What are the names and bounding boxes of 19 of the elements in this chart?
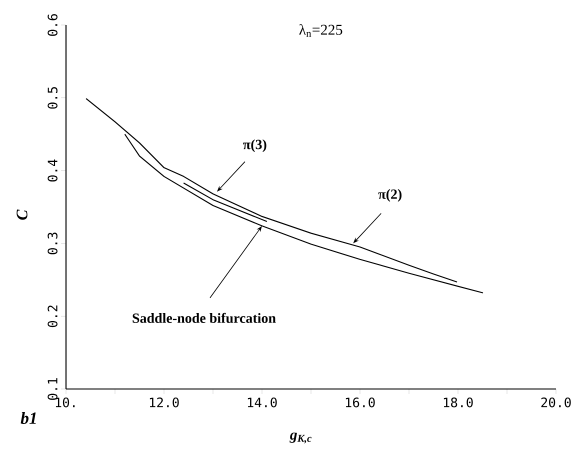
y-tick-label: 0.6: [48, 14, 58, 36]
x-tick-label: 14.0: [248, 398, 277, 408]
x-tick-label: 10.: [56, 398, 75, 408]
x-tick-label: 20.0: [541, 398, 571, 408]
chart-title: λ$_{n}$=225: [299, 24, 342, 37]
y-tick-label: 0.2: [48, 306, 58, 328]
annotation: π(2): [378, 189, 402, 202]
text: b1: [20, 412, 36, 424]
x-tick-label: 18.0: [444, 398, 473, 408]
annotation: π(3): [243, 139, 266, 152]
y-axis-title: C: [16, 210, 28, 220]
annotation: Saddle-node bifurcation: [132, 312, 276, 323]
y-tick-label: 0.5: [48, 87, 58, 109]
x-tick-label: 16.0: [346, 398, 375, 408]
y-tick-label: 0.3: [48, 232, 58, 254]
x-axis-title: g$_{K,c}$: [290, 432, 312, 444]
y-tick-label: 0.1: [48, 378, 58, 400]
y-tick-label: 0.4: [48, 159, 58, 182]
x-tick-label: 12.0: [150, 398, 179, 408]
